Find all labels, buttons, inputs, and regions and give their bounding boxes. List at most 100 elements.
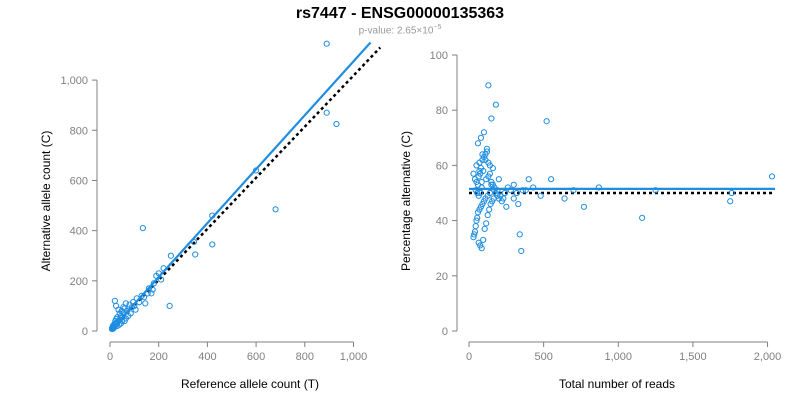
data-point	[519, 187, 526, 194]
x-tick-label-2: 1,500	[679, 351, 707, 363]
data-point	[166, 302, 173, 310]
data-point	[483, 148, 491, 155]
data-point	[130, 299, 137, 306]
data-point	[580, 203, 588, 210]
data-point	[484, 211, 491, 219]
data-point	[478, 245, 485, 252]
data-point	[518, 247, 525, 255]
data-point	[148, 290, 155, 297]
x-tick-label-1: 800	[296, 351, 314, 363]
y-tick-label-2: 0	[442, 326, 448, 338]
data-point	[561, 195, 568, 202]
x-axis-title-1: Reference allele count (T)	[181, 377, 319, 391]
chart-subtitle: p-value: 2.65×10−5	[0, 24, 800, 36]
data-point	[252, 167, 260, 174]
chart-title: rs7447 - ENSG00000135363	[295, 5, 505, 22]
y-tick-label-1: 1,000	[60, 75, 88, 87]
data-point	[138, 292, 145, 299]
data-point	[489, 165, 496, 172]
data-point	[209, 212, 216, 219]
y-tick-label-1: 200	[70, 276, 88, 288]
y-axis-title-2: Percentage alternative (C)	[399, 131, 413, 271]
data-point	[501, 189, 508, 197]
y-tick-label-1: 600	[70, 175, 88, 187]
data-point	[150, 280, 157, 287]
data-point	[495, 176, 502, 183]
data-point	[570, 187, 577, 194]
y-tick-label-1: 400	[70, 226, 88, 238]
data-point	[547, 176, 555, 183]
x-tick-label-1: 600	[247, 351, 265, 363]
data-point	[113, 315, 120, 323]
data-point	[142, 300, 149, 307]
data-point	[272, 206, 279, 213]
y-tick-label-2: 60	[436, 160, 448, 172]
data-point	[158, 276, 165, 283]
data-point	[471, 176, 479, 183]
data-point	[483, 220, 490, 227]
data-point	[132, 306, 139, 313]
data-point	[503, 203, 510, 210]
data-point	[472, 223, 479, 230]
x-tick-label-2: 500	[534, 351, 552, 363]
data-point	[333, 120, 340, 128]
data-point	[595, 184, 602, 191]
x-tick-label-2: 0	[466, 351, 472, 363]
data-point	[478, 184, 485, 191]
data-point	[486, 206, 493, 213]
x-tick-label-1: 0	[107, 351, 113, 363]
data-point	[111, 297, 118, 304]
data-point	[727, 198, 734, 205]
data-point	[492, 101, 499, 108]
data-point	[323, 109, 330, 116]
subtitle-text: p-value: 2.65×10	[358, 25, 434, 37]
data-point	[510, 181, 517, 188]
data-point	[192, 251, 199, 258]
data-point	[209, 241, 216, 248]
x-tick-label-2: 1,000	[605, 351, 633, 363]
data-point	[323, 40, 330, 47]
data-point	[537, 192, 544, 199]
y-tick-label-2: 20	[436, 271, 448, 283]
data-point	[136, 299, 143, 306]
y-tick-label-2: 100	[430, 50, 448, 62]
data-point	[515, 200, 522, 208]
data-point	[112, 302, 120, 310]
data-point	[522, 187, 529, 194]
data-point	[473, 162, 480, 169]
data-point	[190, 238, 198, 246]
data-point	[474, 140, 482, 147]
data-point	[513, 189, 520, 197]
data-point	[160, 265, 167, 272]
data-point	[477, 134, 485, 141]
data-point	[127, 310, 134, 317]
data-point	[145, 285, 153, 292]
data-point	[728, 189, 735, 197]
data-point	[108, 325, 116, 332]
data-point	[483, 176, 490, 183]
data-point	[470, 170, 477, 177]
data-point	[483, 145, 491, 152]
y-tick-label-2: 80	[436, 105, 448, 117]
data-point	[652, 187, 659, 194]
panel-2: 0 500 1,000 1,500 2,000 0 20 40 60 80 100 Total num…	[399, 50, 781, 391]
data-point	[471, 228, 479, 235]
panel-1: 0 200 400 600 800 1,000 0 200 400 600 800 1,000 Refe…	[39, 40, 382, 391]
data-point	[474, 214, 481, 221]
data-point	[477, 189, 484, 197]
data-point	[516, 231, 523, 238]
data-point	[485, 159, 492, 166]
reference-line-1	[109, 46, 382, 332]
x-tick-label-1: 200	[150, 351, 168, 363]
data-point	[477, 165, 485, 172]
data-point	[153, 272, 160, 279]
y-tick-label-1: 0	[82, 326, 88, 338]
y-tick-label-2: 40	[436, 216, 448, 228]
x-tick-label-1: 1,000	[340, 351, 368, 363]
data-point	[480, 129, 488, 136]
data-point	[167, 252, 174, 259]
data-point	[639, 214, 646, 221]
subtitle-exponent: −5	[433, 24, 442, 31]
